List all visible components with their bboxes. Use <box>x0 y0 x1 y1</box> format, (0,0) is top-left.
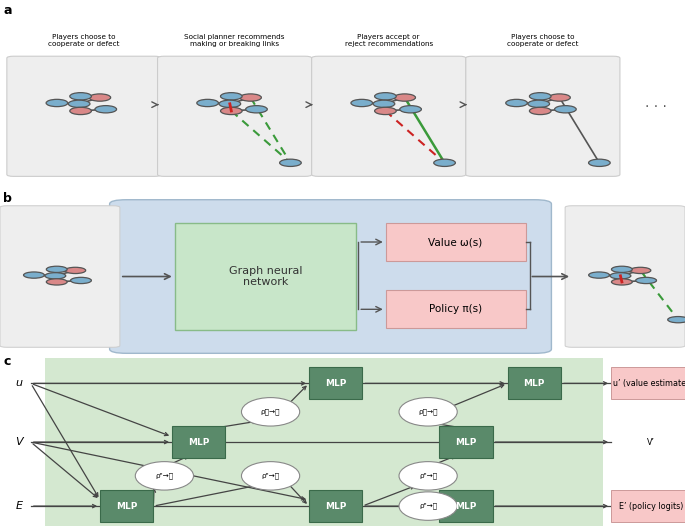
Text: ρᵉ→ᵜ: ρᵉ→ᵜ <box>262 473 279 479</box>
Ellipse shape <box>549 94 571 101</box>
Text: ρᵉ→ᵜ: ρᵉ→ᵜ <box>419 503 437 509</box>
Ellipse shape <box>528 100 549 107</box>
Ellipse shape <box>241 398 300 426</box>
FancyBboxPatch shape <box>386 223 526 261</box>
Ellipse shape <box>636 277 656 284</box>
Ellipse shape <box>95 106 116 113</box>
Ellipse shape <box>71 277 91 284</box>
FancyBboxPatch shape <box>386 290 526 328</box>
Text: MLP: MLP <box>116 502 138 511</box>
Ellipse shape <box>135 461 194 490</box>
Ellipse shape <box>394 94 416 101</box>
FancyBboxPatch shape <box>309 367 362 399</box>
Ellipse shape <box>70 107 91 115</box>
Ellipse shape <box>588 272 610 278</box>
Ellipse shape <box>351 99 373 107</box>
Ellipse shape <box>197 99 219 107</box>
Text: Social planner recommends
making or breaking links: Social planner recommends making or brea… <box>184 33 285 47</box>
Ellipse shape <box>399 398 458 426</box>
FancyBboxPatch shape <box>7 56 161 176</box>
Ellipse shape <box>240 94 262 101</box>
Text: ρᵮ→ᵜ: ρᵮ→ᵜ <box>261 408 280 415</box>
Ellipse shape <box>375 107 396 115</box>
Ellipse shape <box>70 92 91 100</box>
Text: Graph neural
network: Graph neural network <box>229 266 303 287</box>
Ellipse shape <box>399 492 458 520</box>
Ellipse shape <box>555 106 576 113</box>
Ellipse shape <box>630 267 651 273</box>
Text: u’ (value estimate): u’ (value estimate) <box>612 379 685 388</box>
FancyBboxPatch shape <box>0 205 120 347</box>
Ellipse shape <box>530 92 551 100</box>
Text: Policy π(s): Policy π(s) <box>429 304 482 314</box>
Ellipse shape <box>375 92 396 100</box>
FancyBboxPatch shape <box>175 223 356 330</box>
Text: ρᵉ→ᵜ: ρᵉ→ᵜ <box>419 473 437 479</box>
Ellipse shape <box>47 266 67 272</box>
FancyBboxPatch shape <box>508 367 561 399</box>
FancyBboxPatch shape <box>110 200 551 353</box>
Ellipse shape <box>588 159 610 166</box>
FancyBboxPatch shape <box>309 490 362 522</box>
Text: · · ·: · · · <box>645 100 667 114</box>
FancyBboxPatch shape <box>158 56 312 176</box>
Text: Players accept or
reject recommendations: Players accept or reject recommendations <box>345 33 433 47</box>
FancyBboxPatch shape <box>439 426 493 458</box>
Text: V: V <box>15 437 23 447</box>
Text: Players choose to
cooperate or defect: Players choose to cooperate or defect <box>507 33 579 47</box>
Ellipse shape <box>279 159 301 166</box>
Ellipse shape <box>506 99 527 107</box>
Ellipse shape <box>219 100 240 107</box>
FancyBboxPatch shape <box>439 490 493 522</box>
FancyBboxPatch shape <box>466 56 620 176</box>
FancyBboxPatch shape <box>172 426 225 458</box>
Ellipse shape <box>434 159 456 166</box>
Ellipse shape <box>65 267 86 273</box>
Ellipse shape <box>221 92 242 100</box>
Ellipse shape <box>47 279 67 285</box>
Text: a: a <box>3 4 12 17</box>
Text: u: u <box>16 379 23 388</box>
Ellipse shape <box>241 461 300 490</box>
Ellipse shape <box>612 279 632 285</box>
Ellipse shape <box>612 266 632 272</box>
Text: MLP: MLP <box>325 379 347 388</box>
FancyBboxPatch shape <box>100 490 153 522</box>
Text: MLP: MLP <box>325 502 347 511</box>
Ellipse shape <box>530 107 551 115</box>
Text: MLP: MLP <box>523 379 545 388</box>
Text: Value ω(s): Value ω(s) <box>428 237 483 247</box>
FancyBboxPatch shape <box>611 490 685 522</box>
Ellipse shape <box>373 100 395 107</box>
Ellipse shape <box>400 106 421 113</box>
Ellipse shape <box>610 273 631 279</box>
Text: ρᵉ→ᵜ: ρᵉ→ᵜ <box>155 473 173 479</box>
Text: E: E <box>16 501 23 511</box>
Text: V’: V’ <box>647 438 655 447</box>
FancyBboxPatch shape <box>565 205 685 347</box>
Text: ρᵮ→ᵜ: ρᵮ→ᵜ <box>419 408 438 415</box>
Text: MLP: MLP <box>455 438 477 447</box>
Ellipse shape <box>668 316 685 323</box>
Text: c: c <box>3 355 11 368</box>
Text: MLP: MLP <box>455 502 477 511</box>
Text: E’ (policy logits): E’ (policy logits) <box>619 502 683 511</box>
Text: MLP: MLP <box>188 438 210 447</box>
Ellipse shape <box>46 99 68 107</box>
FancyBboxPatch shape <box>45 358 603 526</box>
Ellipse shape <box>45 273 66 279</box>
Ellipse shape <box>399 461 458 490</box>
Ellipse shape <box>23 272 45 278</box>
FancyBboxPatch shape <box>611 367 685 399</box>
Text: b: b <box>3 192 12 205</box>
Ellipse shape <box>89 94 111 101</box>
Ellipse shape <box>246 106 267 113</box>
FancyBboxPatch shape <box>312 56 466 176</box>
Text: Players choose to
cooperate or defect: Players choose to cooperate or defect <box>48 33 120 47</box>
Ellipse shape <box>221 107 242 115</box>
Ellipse shape <box>68 100 90 107</box>
